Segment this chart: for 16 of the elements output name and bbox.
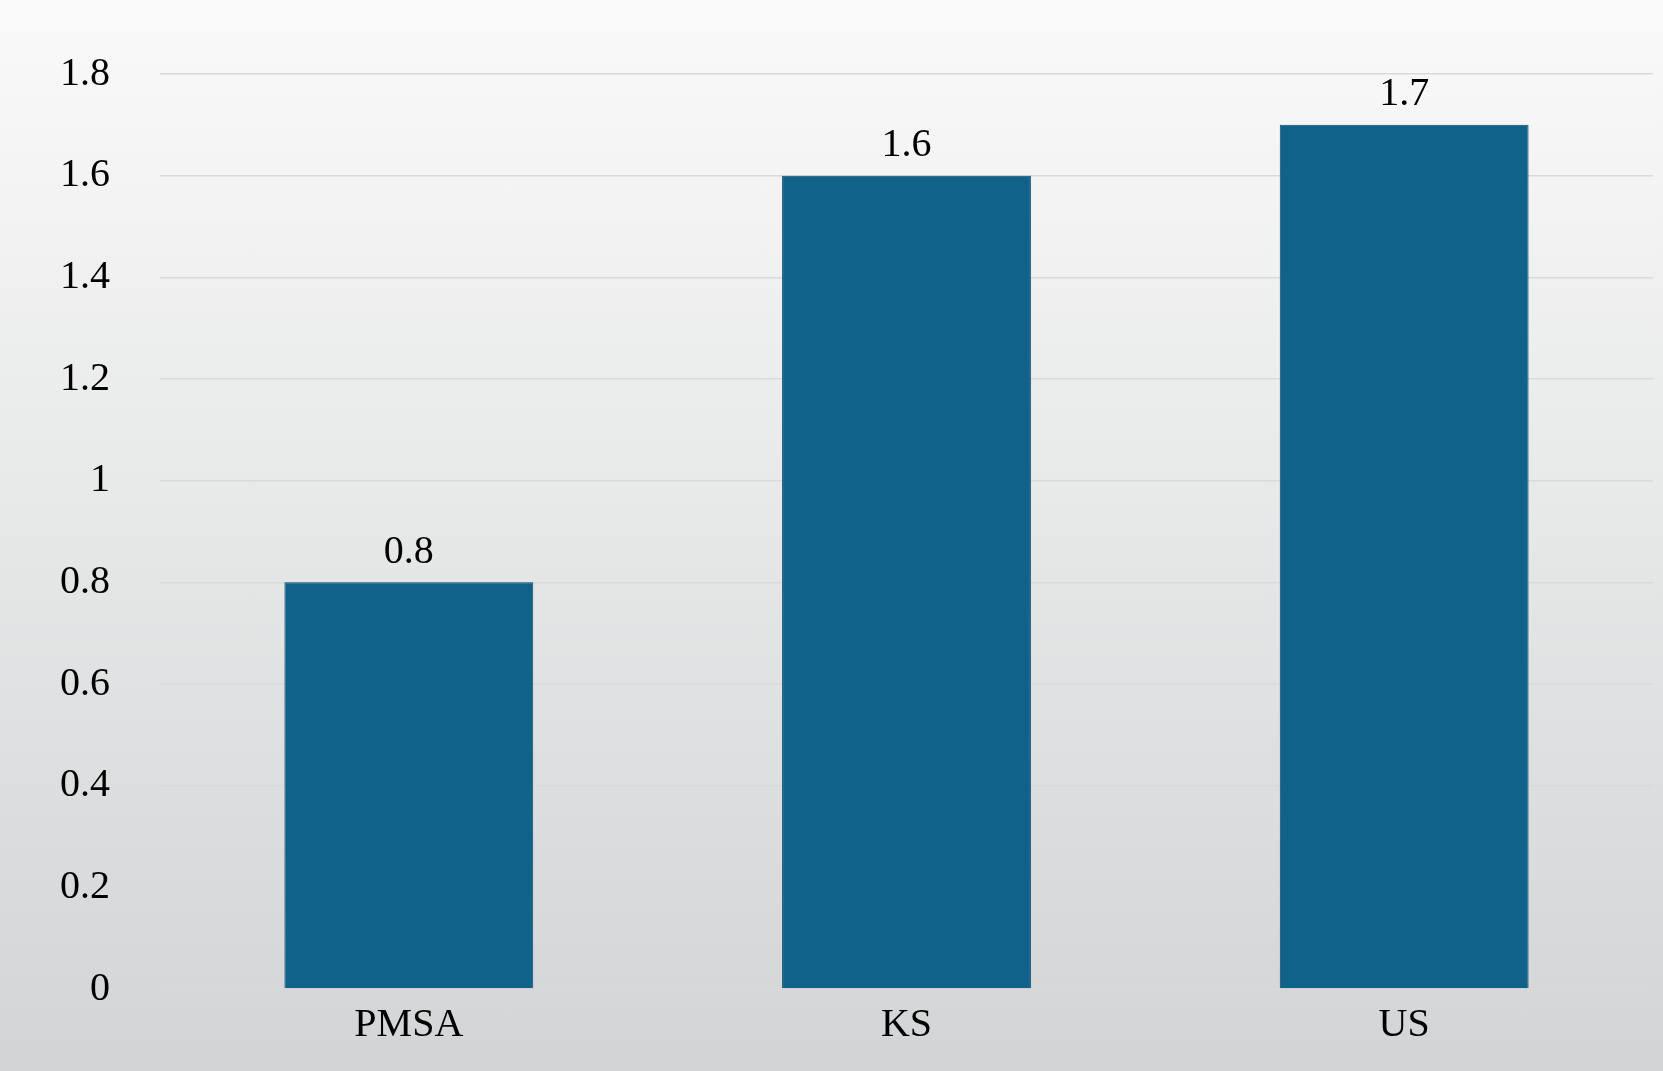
y-tick-label: 0 [90, 963, 110, 1009]
y-tick-label: 1 [90, 455, 110, 501]
data-label: 1.6 [881, 120, 932, 166]
y-tick-label: 1.4 [60, 251, 110, 297]
y-tick-label: 1.2 [60, 353, 110, 399]
y-tick-label: 0.2 [60, 861, 110, 907]
x-tick-label: PMSA [354, 999, 464, 1045]
y-tick-label: 1.6 [60, 150, 110, 196]
x-tick-label: KS [880, 999, 933, 1045]
y-tick-label: 0.8 [60, 556, 110, 602]
y-tick-label: 0.6 [60, 658, 110, 704]
x-tick-label: US [1378, 999, 1430, 1045]
y-tick-label: 0.4 [60, 760, 110, 806]
data-label: 1.7 [1379, 69, 1430, 115]
data-label: 0.8 [383, 526, 434, 572]
y-tick-label: 1.8 [60, 48, 110, 94]
